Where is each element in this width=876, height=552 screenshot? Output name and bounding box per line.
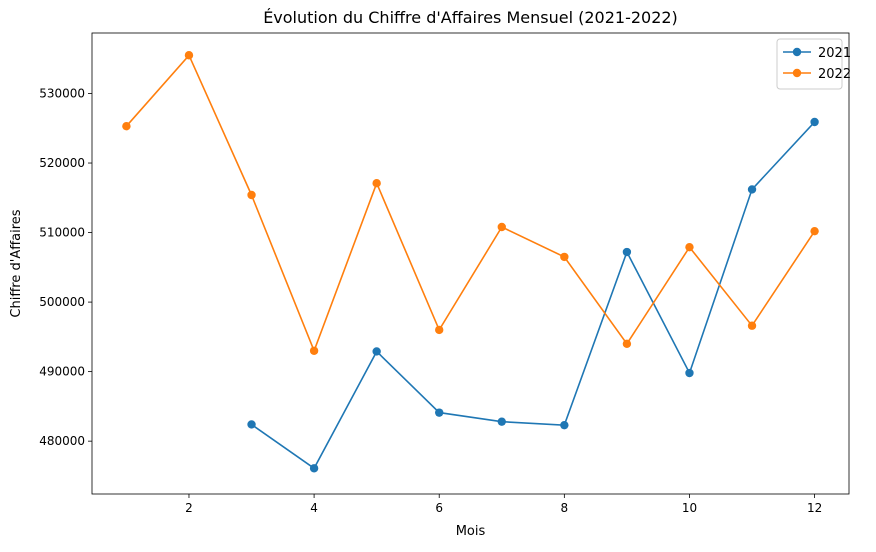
y-tick-label: 490000	[39, 365, 85, 379]
chart-title: Évolution du Chiffre d'Affaires Mensuel …	[263, 8, 678, 27]
legend: 2021 2022	[776, 38, 851, 90]
data-point-2022	[247, 190, 256, 200]
data-point-2021	[372, 347, 381, 356]
data-point-2021	[435, 408, 444, 417]
data-point-2022	[810, 226, 819, 236]
x-tick-label: 2	[185, 501, 193, 515]
y-tick-label: 480000	[39, 434, 85, 448]
y-tick-label: 520000	[39, 156, 85, 170]
data-point-2022	[184, 51, 194, 60]
x-axis-label: Mois	[456, 524, 486, 539]
data-point-2022	[560, 252, 569, 262]
series-line-2022	[125, 53, 816, 354]
data-point-2022	[435, 325, 444, 335]
data-point-2021	[309, 464, 319, 473]
series-line-2021	[251, 121, 816, 470]
x-tick-label: 10	[682, 501, 697, 515]
data-point-2021	[497, 417, 506, 426]
data-point-2022	[309, 346, 319, 355]
x-tick-label: 12	[807, 501, 822, 515]
x-tick-label: 6	[435, 501, 443, 515]
y-tick-label: 500000	[39, 295, 85, 309]
data-point-2021	[247, 420, 256, 429]
y-axis-label: Chiffre d'Affaires	[9, 209, 24, 317]
y-tick-label: 510000	[39, 226, 85, 240]
legend-marker-2022	[792, 68, 802, 78]
data-point-2021	[560, 420, 569, 430]
plot-frame	[91, 32, 850, 495]
data-point-2022	[747, 321, 757, 330]
data-point-2021	[685, 368, 694, 378]
legend-label-2022: 2022	[818, 67, 851, 82]
data-point-2022	[372, 178, 381, 188]
plot-area: 2 4 6 8 10 12 480000 490000 500000 510000 520000 53…	[39, 32, 850, 515]
y-tick-label: 530000	[39, 86, 85, 100]
data-point-2021	[622, 247, 632, 257]
data-point-2022	[622, 339, 632, 349]
data-point-2022	[685, 242, 694, 252]
x-tick-label: 8	[561, 501, 569, 515]
data-point-2021	[810, 117, 819, 127]
data-point-2021	[747, 185, 757, 194]
x-tick-label: 4	[310, 501, 318, 515]
legend-label-2021: 2021	[818, 46, 851, 61]
legend-marker-2021	[792, 47, 802, 57]
data-point-2022	[497, 222, 506, 232]
data-point-2022	[122, 121, 131, 131]
